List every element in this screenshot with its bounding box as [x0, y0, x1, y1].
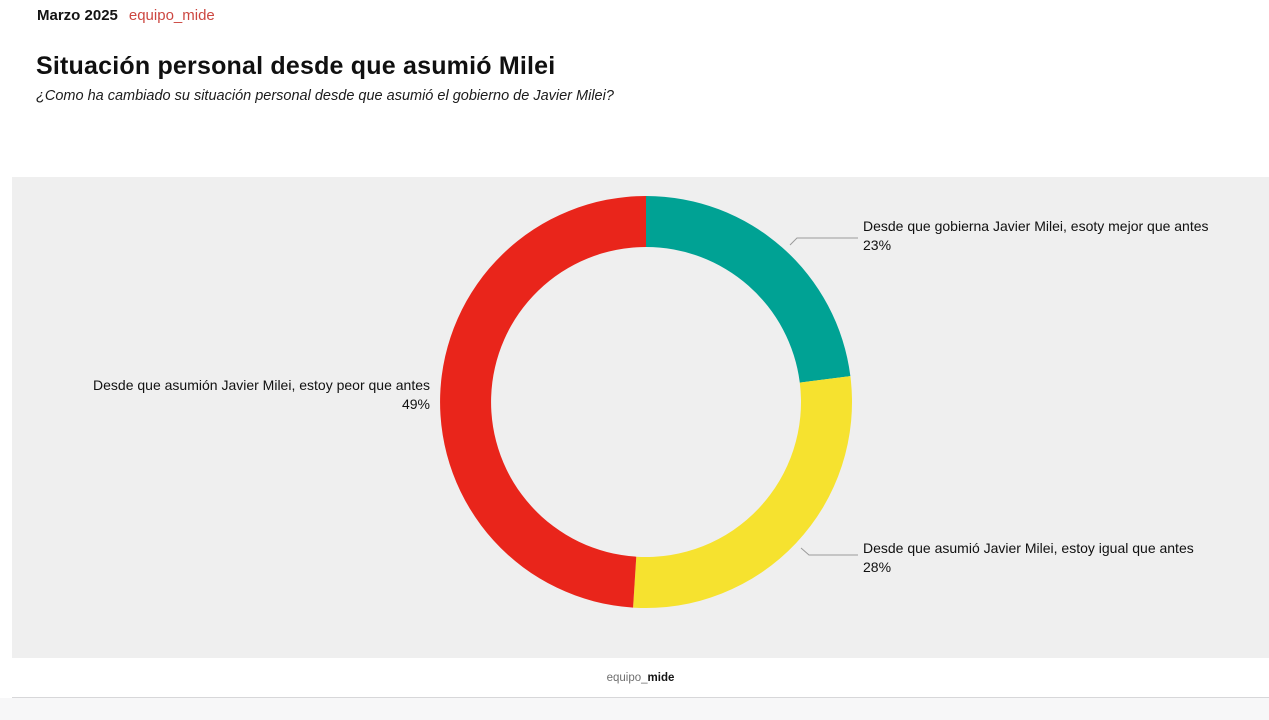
segment-value-same: 28%: [863, 558, 892, 575]
page-subtitle: ¿Como ha cambiado su situación personal …: [36, 88, 614, 104]
page-title: Situación personal desde que asumió Mile…: [36, 52, 556, 80]
segment-value-worse: 49%: [401, 395, 430, 412]
donut-segment-0[interactable]: [646, 196, 851, 383]
brand-link[interactable]: equipo_mide: [128, 7, 215, 24]
footer-divider: [12, 697, 1269, 698]
chart-panel: Desde que gobierna Javier Milei, esoty m…: [12, 177, 1269, 658]
footer: equipo_mide: [12, 658, 1269, 698]
leader-line-better: [789, 237, 858, 246]
segment-label-better-text: Desde que gobierna Javier Milei, esoty m…: [863, 218, 1209, 234]
segment-label-same: Desde que asumió Javier Milei, estoy igu…: [863, 539, 1263, 576]
leader-line-same: [800, 547, 858, 556]
segment-label-worse-text: Desde que asumión Javier Milei, estoy pe…: [93, 377, 430, 393]
footer-brand-bold: mide: [647, 672, 675, 684]
segment-label-worse: Desde que asumión Javier Milei, estoy pe…: [12, 376, 430, 413]
top-header: Marzo 2025 equipo_mide: [37, 7, 215, 24]
donut-chart: [440, 196, 858, 608]
report-date: Marzo 2025: [37, 7, 118, 24]
donut-segment-1[interactable]: [633, 376, 853, 608]
donut-segments: [440, 196, 853, 608]
segment-label-better: Desde que gobierna Javier Milei, esoty m…: [863, 217, 1263, 254]
segment-label-same-text: Desde que asumió Javier Milei, estoy igu…: [863, 540, 1194, 556]
bottom-strip: [0, 698, 1269, 720]
segment-value-better: 23%: [863, 236, 892, 253]
footer-brand-light: equipo_: [606, 672, 648, 684]
donut-segment-2[interactable]: [440, 196, 646, 608]
